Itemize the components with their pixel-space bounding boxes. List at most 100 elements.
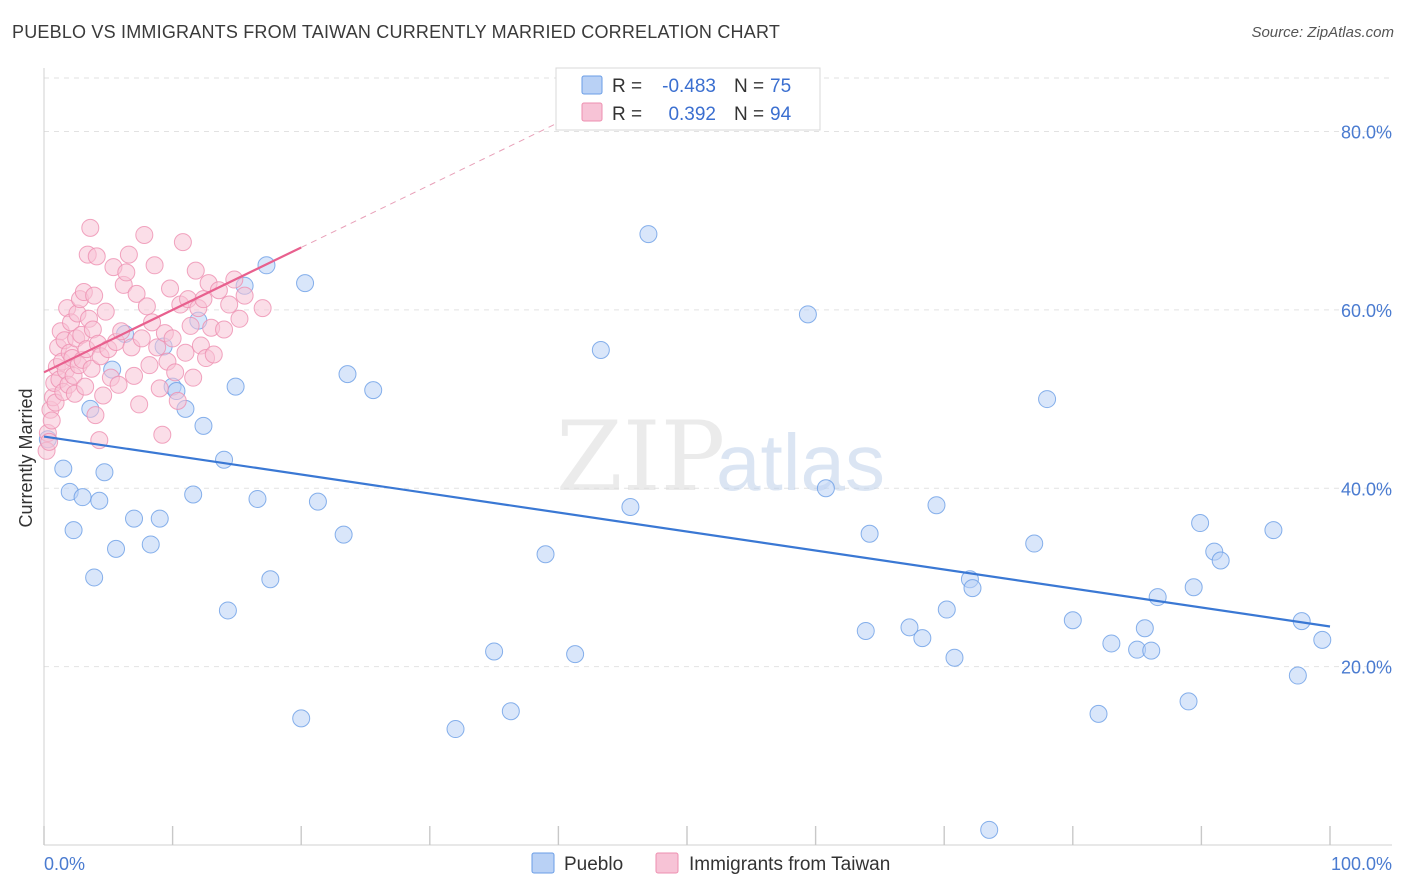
y-tick-label-0: 20.0% — [1341, 658, 1392, 678]
y-tick-label-3: 80.0% — [1341, 123, 1392, 143]
point-1-58 — [132, 329, 151, 348]
point-0-7 — [90, 491, 109, 510]
point-0-10 — [107, 539, 126, 558]
point-0-35 — [446, 720, 465, 739]
point-1-86 — [204, 345, 223, 364]
legend-n-value-pueblo: 75 — [770, 76, 791, 97]
point-0-55 — [1025, 534, 1044, 553]
point-0-43 — [798, 305, 817, 324]
point-1-30 — [76, 377, 95, 396]
point-0-53 — [963, 579, 982, 598]
x-tick-labels: 0.0% 100.0% — [44, 854, 1392, 874]
gridlines — [44, 77, 1392, 668]
point-0-45 — [856, 621, 875, 640]
y-tick-label-1: 40.0% — [1341, 479, 1392, 499]
point-1-43 — [94, 386, 113, 405]
watermark-atlas: atlas — [716, 418, 885, 507]
legend-r-value-pueblo: -0.483 — [662, 76, 716, 97]
point-1-77 — [181, 316, 200, 335]
point-1-2 — [40, 432, 59, 451]
point-1-79 — [186, 261, 205, 280]
point-1-56 — [127, 284, 146, 303]
point-0-33 — [338, 365, 357, 384]
point-0-23 — [218, 601, 237, 620]
point-1-78 — [184, 368, 203, 387]
series-1-points — [37, 218, 272, 460]
point-1-71 — [166, 363, 185, 382]
point-1-74 — [173, 233, 192, 252]
y-tick-label-2: 60.0% — [1341, 301, 1392, 321]
correlation-legend: R = -0.483 N = 75 R = 0.392 N = 94 — [555, 67, 821, 131]
point-1-64 — [148, 338, 167, 357]
legend-n-label-taiwan: N = — [734, 104, 764, 125]
y-tick-labels: 20.0% 40.0% 60.0% 80.0% — [1341, 123, 1392, 678]
point-0-47 — [900, 618, 919, 637]
point-0-34 — [364, 381, 383, 400]
point-0-8 — [95, 463, 114, 482]
point-1-92 — [235, 286, 254, 305]
point-0-41 — [621, 497, 640, 516]
legend-n-value-taiwan: 94 — [770, 104, 792, 125]
point-0-69 — [1264, 521, 1283, 540]
series-legend-label-pueblo: Pueblo — [564, 854, 623, 875]
legend-r-label-taiwan: R = — [612, 104, 642, 125]
point-0-49 — [927, 496, 946, 515]
point-0-54 — [980, 820, 999, 839]
point-1-53 — [119, 245, 138, 264]
point-0-21 — [194, 416, 213, 435]
point-0-6 — [85, 568, 104, 587]
point-0-26 — [248, 489, 267, 508]
point-1-49 — [109, 375, 128, 394]
point-0-19 — [184, 485, 203, 504]
point-0-56 — [1038, 390, 1057, 409]
series-legend-swatch-pueblo — [531, 852, 555, 874]
point-0-36 — [485, 642, 504, 661]
point-0-32 — [334, 525, 353, 544]
point-0-70 — [1288, 666, 1307, 685]
point-1-55 — [125, 366, 144, 385]
point-1-60 — [137, 297, 156, 316]
source-credit: Source: ZipAtlas.com — [1251, 24, 1394, 41]
point-1-63 — [145, 256, 164, 275]
point-0-14 — [150, 509, 169, 528]
legend-swatch-pueblo — [581, 75, 603, 95]
point-0-30 — [296, 274, 315, 293]
point-0-64 — [1179, 692, 1198, 711]
point-1-34 — [81, 218, 100, 237]
point-0-61 — [1135, 619, 1154, 638]
point-0-24 — [226, 377, 245, 396]
legend-swatch-taiwan — [581, 102, 603, 122]
point-0-57 — [1063, 611, 1082, 630]
x-tick-label-1: 100.0% — [1331, 854, 1392, 874]
point-0-48 — [913, 629, 932, 648]
series-legend: Pueblo Immigrants from Taiwan — [531, 852, 890, 875]
point-1-44 — [96, 302, 115, 321]
point-1-57 — [130, 395, 149, 414]
point-1-66 — [153, 425, 172, 444]
point-0-68 — [1211, 551, 1230, 570]
point-0-38 — [536, 545, 555, 564]
point-1-91 — [230, 309, 249, 328]
point-0-72 — [1313, 630, 1332, 649]
legend-r-label-pueblo: R = — [612, 76, 642, 97]
point-1-93 — [253, 299, 272, 318]
point-1-4 — [42, 411, 61, 430]
point-1-70 — [163, 329, 182, 348]
point-0-12 — [125, 509, 144, 528]
point-0-1 — [54, 459, 73, 478]
point-0-28 — [261, 570, 280, 589]
trend-line-1 — [43, 246, 302, 374]
point-0-29 — [292, 709, 311, 728]
point-1-89 — [220, 295, 239, 314]
point-1-37 — [85, 286, 104, 305]
point-1-69 — [161, 279, 180, 298]
series-legend-swatch-taiwan — [655, 852, 679, 874]
point-0-58 — [1089, 704, 1108, 723]
point-0-37 — [501, 702, 520, 721]
point-1-65 — [150, 379, 169, 398]
point-1-35 — [82, 359, 101, 378]
y-axis-label: Currently Married — [16, 388, 36, 527]
point-1-61 — [140, 356, 159, 375]
point-0-3 — [64, 521, 83, 540]
x-tick-label-0: 0.0% — [44, 854, 85, 874]
